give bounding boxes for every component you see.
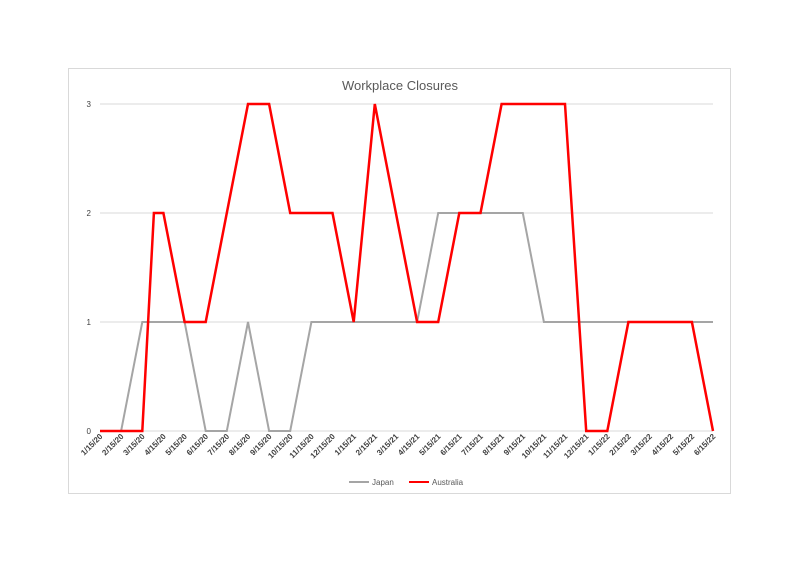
x-tick-label: 4/15/22	[650, 432, 676, 458]
y-tick-label: 1	[87, 318, 92, 327]
y-tick-label: 2	[87, 209, 92, 218]
x-tick-label: 7/15/21	[460, 432, 486, 458]
x-tick-label: 5/15/21	[417, 432, 443, 458]
legend-label-japan: Japan	[372, 478, 394, 487]
y-axis: 0 1 2 3	[87, 100, 92, 436]
legend: Japan Australia	[349, 478, 464, 487]
x-tick-label: 6/15/20	[185, 432, 211, 458]
x-tick-label: 5/15/20	[164, 432, 190, 458]
x-tick-label: 3/15/22	[629, 432, 655, 458]
legend-label-australia: Australia	[432, 478, 464, 487]
x-tick-label: 7/15/20	[206, 432, 232, 458]
x-tick-label: 6/15/22	[692, 432, 718, 458]
series-line-australia	[100, 102, 715, 433]
x-tick-label: 1/15/21	[333, 432, 359, 458]
x-tick-label: 3/15/20	[121, 432, 147, 458]
y-tick-label: 3	[87, 100, 92, 109]
x-tick-label: 1/15/22	[586, 432, 612, 458]
x-tick-label: 2/15/22	[608, 432, 634, 458]
x-tick-label: 6/15/21	[439, 432, 465, 458]
x-tick-label: 3/15/21	[375, 432, 401, 458]
x-tick-label: 2/15/21	[354, 432, 380, 458]
x-tick-label: 4/15/20	[143, 432, 169, 458]
x-tick-label: 8/15/21	[481, 432, 507, 458]
series-lines	[100, 102, 715, 433]
x-tick-label: 1/15/20	[79, 432, 105, 458]
series-line-japan	[100, 212, 713, 432]
x-axis: 1/15/202/15/203/15/204/15/205/15/206/15/…	[79, 432, 718, 461]
x-tick-label: 5/15/22	[671, 432, 697, 458]
chart-title: Workplace Closures	[342, 78, 459, 93]
x-tick-label: 2/15/20	[100, 432, 126, 458]
x-tick-label: 8/15/20	[227, 432, 253, 458]
y-tick-label: 0	[87, 427, 92, 436]
x-tick-label: 4/15/21	[396, 432, 422, 458]
